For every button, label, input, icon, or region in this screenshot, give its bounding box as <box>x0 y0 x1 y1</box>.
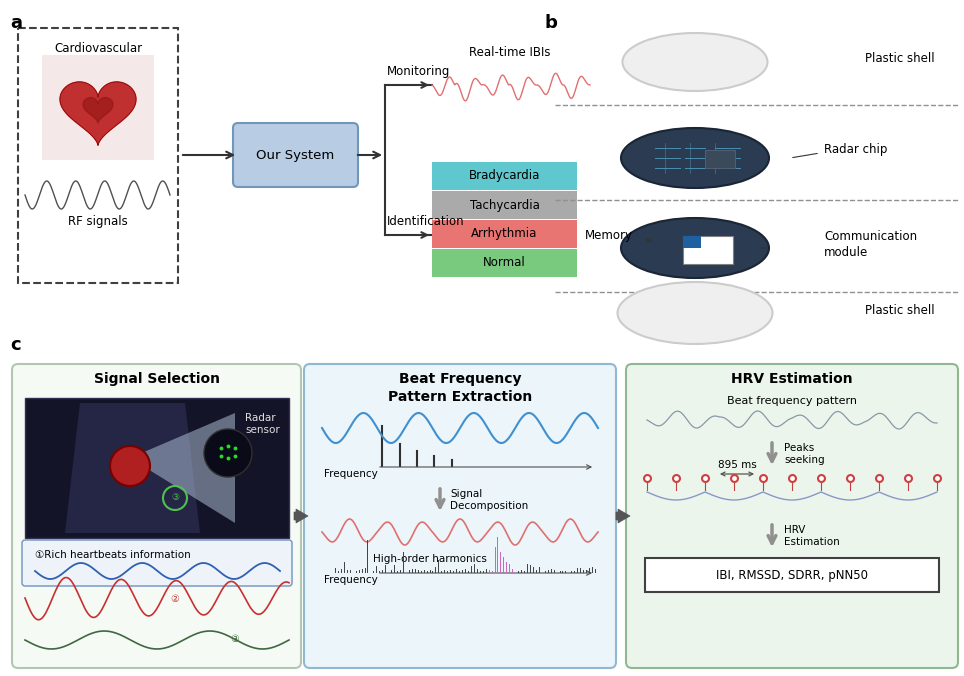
Text: Communication
module: Communication module <box>824 231 917 260</box>
Ellipse shape <box>618 282 772 344</box>
FancyBboxPatch shape <box>645 558 939 592</box>
Text: Radar chip: Radar chip <box>824 143 888 157</box>
FancyBboxPatch shape <box>626 364 958 668</box>
FancyBboxPatch shape <box>25 398 289 538</box>
Text: Tachycardia: Tachycardia <box>469 199 540 212</box>
Text: Arrhythmia: Arrhythmia <box>471 228 538 241</box>
Text: Signal
Decomposition: Signal Decomposition <box>450 489 528 511</box>
Text: Frequency: Frequency <box>324 575 378 585</box>
Text: Identification: Identification <box>387 215 465 228</box>
FancyBboxPatch shape <box>22 540 292 586</box>
Text: Normal: Normal <box>483 256 526 270</box>
FancyBboxPatch shape <box>683 236 733 264</box>
Text: Frequency: Frequency <box>324 469 378 479</box>
Text: 895 ms: 895 ms <box>717 460 757 470</box>
FancyBboxPatch shape <box>18 28 178 283</box>
Polygon shape <box>83 97 113 123</box>
Text: Cardiovascular: Cardiovascular <box>54 42 142 55</box>
Text: RF signals: RF signals <box>68 215 128 228</box>
Text: ③: ③ <box>171 493 179 502</box>
Text: Our System: Our System <box>256 149 335 162</box>
Text: Beat Frequency
Pattern Extraction: Beat Frequency Pattern Extraction <box>388 372 532 404</box>
Polygon shape <box>65 403 200 533</box>
FancyBboxPatch shape <box>233 123 358 187</box>
Text: b: b <box>545 14 558 32</box>
FancyBboxPatch shape <box>12 364 301 668</box>
Text: ③: ③ <box>230 634 239 644</box>
Text: HRV Estimation: HRV Estimation <box>731 372 853 386</box>
FancyBboxPatch shape <box>705 150 735 168</box>
Text: HRV
Estimation: HRV Estimation <box>784 525 840 547</box>
Ellipse shape <box>623 33 767 91</box>
Text: ①Rich heartbeats information: ①Rich heartbeats information <box>35 550 191 560</box>
Bar <box>432 162 577 190</box>
Text: Signal Selection: Signal Selection <box>94 372 220 386</box>
Polygon shape <box>616 509 630 523</box>
Polygon shape <box>60 82 136 145</box>
Text: Beat frequency pattern: Beat frequency pattern <box>727 396 857 406</box>
Bar <box>432 249 577 277</box>
Bar <box>432 220 577 248</box>
Text: Memory: Memory <box>585 228 633 241</box>
Text: Plastic shell: Plastic shell <box>865 51 935 64</box>
Text: a: a <box>10 14 22 32</box>
Text: Bradycardia: Bradycardia <box>469 170 540 183</box>
FancyBboxPatch shape <box>304 364 616 668</box>
Polygon shape <box>294 509 308 523</box>
Text: Monitoring: Monitoring <box>387 65 450 78</box>
Text: c: c <box>10 336 20 354</box>
FancyBboxPatch shape <box>683 236 701 248</box>
Text: Plastic shell: Plastic shell <box>865 304 935 316</box>
Ellipse shape <box>621 218 769 278</box>
FancyBboxPatch shape <box>42 55 154 160</box>
Text: Radar
sensor: Radar sensor <box>245 413 280 435</box>
Text: Real-time IBIs: Real-time IBIs <box>469 46 550 59</box>
Polygon shape <box>130 413 235 523</box>
Bar <box>432 191 577 219</box>
Text: Peaks
seeking: Peaks seeking <box>784 443 824 465</box>
Circle shape <box>110 446 150 486</box>
Text: ②: ② <box>171 594 179 604</box>
Text: High-order harmonics: High-order harmonics <box>373 554 487 564</box>
Ellipse shape <box>621 128 769 188</box>
Text: IBI, RMSSD, SDRR, pNN50: IBI, RMSSD, SDRR, pNN50 <box>716 569 868 581</box>
Circle shape <box>204 429 252 477</box>
